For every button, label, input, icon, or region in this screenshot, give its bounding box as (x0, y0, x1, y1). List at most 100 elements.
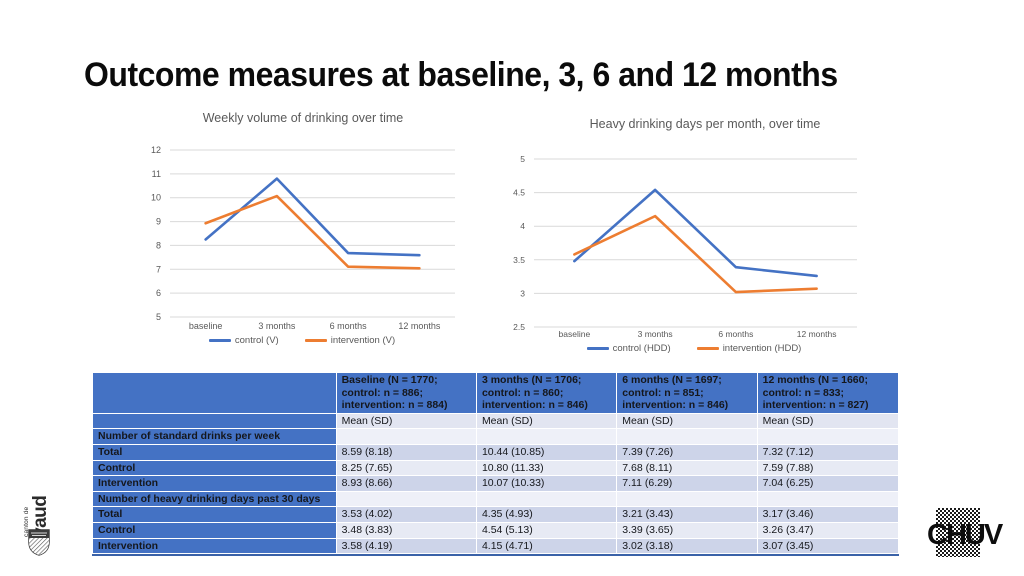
table-row: Control 8.25 (7.65) 10.80 (11.33) 7.68 (8.1… (93, 460, 898, 476)
table-value-cell: 3.39 (3.65) (617, 522, 757, 538)
y-tick-label: 6 (156, 288, 161, 298)
legend-line-marker (586, 347, 609, 350)
chuv-logo: CHUV (927, 506, 1006, 560)
table-value-cell: 3.21 (3.43) (617, 507, 757, 522)
x-tick-label: 6 months (330, 321, 368, 331)
table-header-cell: 12 months (N = 1660; control: n = 833; i… (757, 373, 898, 413)
outcome-table: Baseline (N = 1770; control: n = 886; in… (92, 372, 899, 557)
x-tick-label: baseline (189, 321, 223, 331)
weekly-volume-chart: Weekly volume of drinking over time 5 6 7 8… (118, 111, 470, 346)
outcome-table-container: Baseline (N = 1770; control: n = 886; in… (92, 372, 899, 557)
table-section-filler (617, 429, 757, 444)
table-section-filler (617, 491, 757, 507)
table-section-row: Number of heavy drinking days past 30 da… (93, 491, 898, 507)
table-value-cell: 7.04 (6.25) (757, 476, 898, 491)
table-value-cell: 7.32 (7.12) (757, 444, 898, 460)
x-tick-label: 3 months (638, 329, 673, 339)
table-mean-sd-cell: Mean (SD) (336, 413, 476, 429)
legend-item-intervention-v: intervention (V) (304, 335, 396, 346)
table-header-corner-cell (93, 373, 336, 413)
table-row-label: Control (93, 460, 336, 476)
x-tick-label: 6 months (718, 329, 753, 339)
legend-label: intervention (V) (330, 335, 396, 346)
table-value-cell: 3.58 (4.19) (336, 538, 476, 554)
table-section-filler (476, 491, 617, 507)
table-section-filler (757, 429, 898, 444)
table-value-cell: 4.35 (4.93) (476, 507, 617, 522)
x-tick-label: baseline (559, 329, 591, 339)
heavy-drinking-plot: 2.5 3 3.5 4 4.5 5 baseline 3 months 6 months 12 m… (513, 154, 857, 339)
table-row-label: Intervention (93, 476, 336, 491)
table-value-cell: 3.02 (3.18) (617, 538, 757, 554)
table-value-cell: 8.93 (8.66) (336, 476, 476, 491)
table-header-row: Baseline (N = 1770; control: n = 886; in… (93, 373, 898, 413)
table-section-filler (757, 491, 898, 507)
table-row-label: Total (93, 507, 336, 522)
heavy-drinking-chart: Heavy drinking days per month, over time… (494, 117, 894, 354)
table-label-cell (93, 413, 336, 429)
table-value-cell: 7.68 (8.11) (617, 460, 757, 476)
table-value-cell: 3.17 (3.46) (757, 507, 898, 522)
table-section-filler (336, 491, 476, 507)
x-tick-label: 12 months (797, 329, 837, 339)
table-value-cell: 10.44 (10.85) (476, 444, 617, 460)
table-value-cell: 7.59 (7.88) (757, 460, 898, 476)
legend-label: control (HDD) (612, 343, 671, 354)
chuv-letters: CHUV (928, 519, 1004, 551)
chuv-checker-block (936, 508, 980, 557)
y-tick-label: 3 (520, 288, 525, 298)
table-value-cell: 10.07 (10.33) (476, 476, 617, 491)
table-value-cell: 10.80 (11.33) (476, 460, 617, 476)
table-section-row: Number of standard drinks per week (93, 429, 898, 444)
chart-title: Heavy drinking days per month, over time (589, 117, 821, 131)
legend-item-control-hdd: control (HDD) (586, 343, 671, 354)
x-tick-label: 12 months (398, 321, 441, 331)
table-value-cell: 8.59 (8.18) (336, 444, 476, 460)
chart-title: Weekly volume of drinking over time (202, 111, 404, 125)
y-tick-label: 7 (156, 264, 161, 274)
table-row-label: Total (93, 444, 336, 460)
table-value-cell: 3.07 (3.45) (757, 538, 898, 554)
y-tick-label: 5 (520, 154, 525, 164)
table-value-cell: 4.15 (4.71) (476, 538, 617, 554)
weekly-volume-plot: 5 6 7 8 9 10 11 12 baseline 3 months 6 months 12 mo… (151, 145, 455, 331)
table-section-label: Number of heavy drinking days past 30 da… (93, 491, 336, 507)
table-mean-sd-cell: Mean (SD) (757, 413, 898, 429)
legend-item-control-v: control (V) (208, 335, 279, 346)
table-value-cell: 3.48 (3.83) (336, 522, 476, 538)
legend-line-marker (696, 347, 719, 350)
table-section-label: Number of standard drinks per week (93, 429, 336, 444)
series-line-intervention-hdd (573, 214, 818, 294)
y-tick-label: 4 (520, 221, 525, 231)
legend-label: intervention (HDD) (722, 343, 802, 354)
table-header-cell: Baseline (N = 1770; control: n = 886; in… (336, 373, 476, 413)
table-value-cell: 8.25 (7.65) (336, 460, 476, 476)
series-line-intervention-v (204, 194, 421, 270)
page-title: Outcome measures at baseline, 3, 6 and 1… (84, 56, 838, 94)
table-row: Total 8.59 (8.18) 10.44 (10.85) 7.39 (7.26)… (93, 444, 898, 460)
y-tick-label: 8 (156, 240, 161, 250)
table-subheader-row: Mean (SD) Mean (SD) Mean (SD) Mean (SD) (93, 413, 898, 429)
table-value-cell: 3.53 (4.02) (336, 507, 476, 522)
y-tick-label: 12 (151, 145, 161, 155)
vaud-shield-icon (28, 529, 50, 556)
canton-vaud-logo: canton de vaud (18, 470, 62, 558)
table-row-label: Control (93, 522, 336, 538)
y-tick-label: 5 (156, 312, 161, 322)
legend-item-intervention-hdd: intervention (HDD) (696, 343, 802, 354)
y-tick-label: 4.5 (513, 188, 525, 198)
table-mean-sd-cell: Mean (SD) (617, 413, 757, 429)
table-value-cell: 3.26 (3.47) (757, 522, 898, 538)
table-row-label: Intervention (93, 538, 336, 554)
y-tick-label: 10 (151, 193, 161, 203)
series-line-control-hdd (573, 188, 818, 278)
table-section-filler (476, 429, 617, 444)
chuv-logo-graphic: CHUV (927, 508, 1006, 557)
table-row: Control 3.48 (3.83) 4.54 (5.13) 3.39 (3.65)… (93, 522, 898, 538)
table-row: Intervention 8.93 (8.66) 10.07 (10.33) 7.11… (93, 476, 898, 491)
table-row: Intervention 3.58 (4.19) 4.15 (4.71) 3.02 (… (93, 538, 898, 554)
table-mean-sd-cell: Mean (SD) (476, 413, 617, 429)
table-header-cell: 6 months (N = 1697; control: n = 851; in… (617, 373, 757, 413)
table-value-cell: 4.54 (5.13) (476, 522, 617, 538)
